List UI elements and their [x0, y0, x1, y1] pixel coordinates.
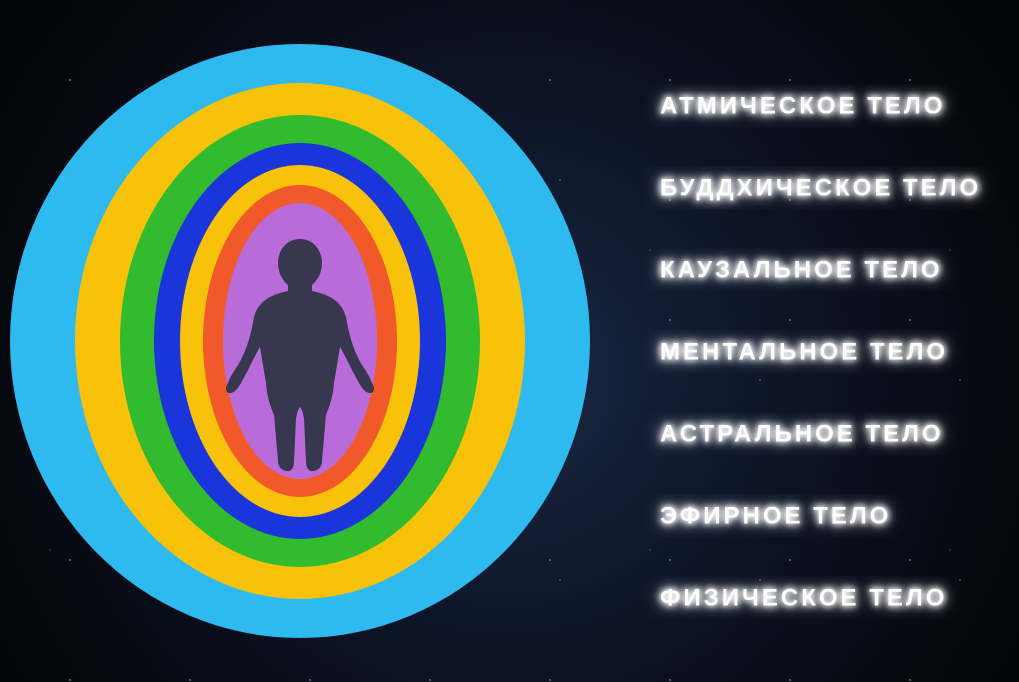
label-mental: МЕНТАЛЬНОЕ ТЕЛО: [660, 338, 948, 365]
label-causal: КАУЗАЛЬНОЕ ТЕЛО: [660, 256, 943, 283]
aura-diagram: АТМИЧЕСКОЕ ТЕЛО БУДДХИЧЕСКОЕ ТЕЛО КАУЗАЛЬН…: [0, 0, 1019, 682]
label-etheric: ЭФИРНОЕ ТЕЛО: [660, 502, 891, 529]
label-atmic: АТМИЧЕСКОЕ ТЕЛО: [660, 92, 945, 119]
label-astral: АСТРАЛЬНОЕ ТЕЛО: [660, 420, 944, 447]
label-buddhic: БУДДХИЧЕСКОЕ ТЕЛО: [660, 174, 981, 201]
label-physical: ФИЗИЧЕСКОЕ ТЕЛО: [660, 584, 947, 611]
stage: АТМИЧЕСКОЕ ТЕЛО БУДДХИЧЕСКОЕ ТЕЛО КАУЗАЛЬН…: [0, 0, 1019, 682]
layer-labels-group: АТМИЧЕСКОЕ ТЕЛО БУДДХИЧЕСКОЕ ТЕЛО КАУЗАЛЬН…: [660, 92, 981, 611]
